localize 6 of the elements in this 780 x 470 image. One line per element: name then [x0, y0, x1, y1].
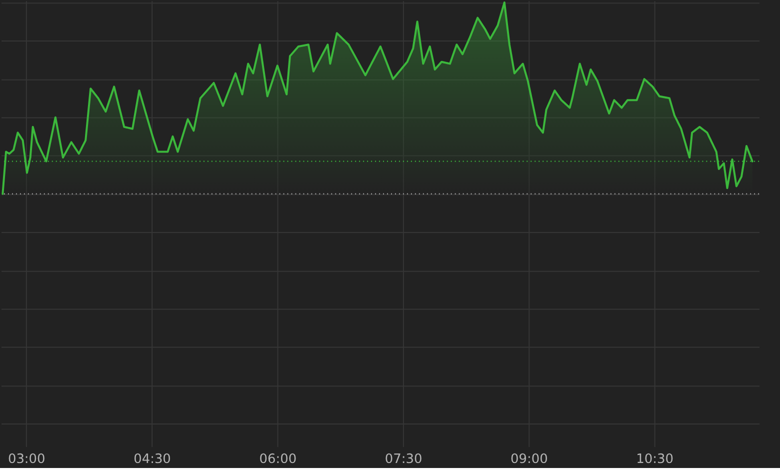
x-tick-label: 06:00 [259, 452, 297, 467]
x-tick-label: 09:00 [510, 452, 548, 467]
x-tick-label: 10:30 [636, 452, 674, 467]
x-tick-label: 04:30 [134, 452, 171, 467]
x-tick-label: 03:00 [8, 452, 46, 467]
x-tick-label: 07:30 [384, 452, 422, 467]
